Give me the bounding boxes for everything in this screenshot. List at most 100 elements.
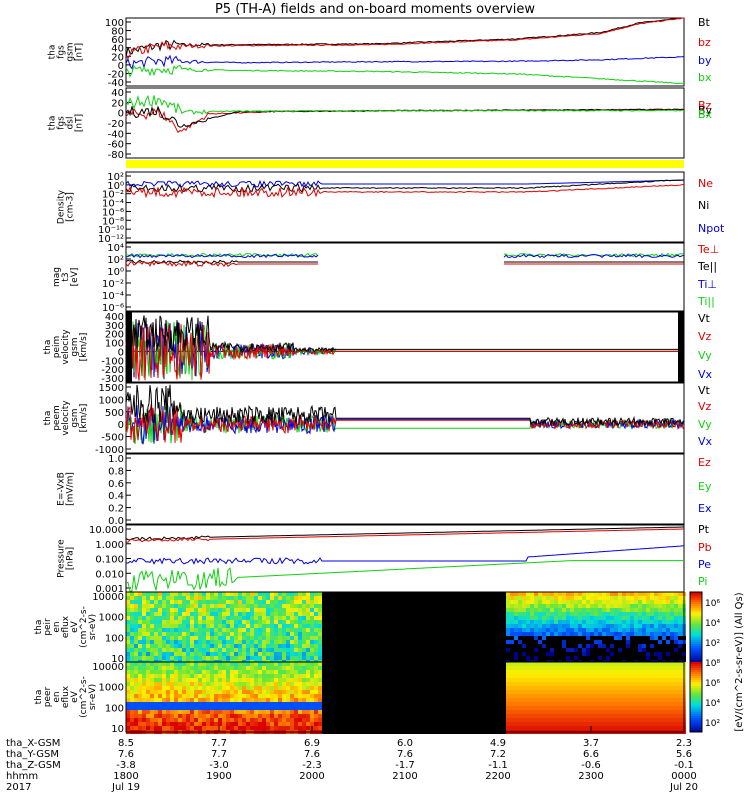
series-peem_velocity-Vz — [125, 404, 685, 443]
legend-fgs_dsl-Bz: Bz — [698, 99, 712, 112]
y-tick-density: 10⁻² — [102, 190, 124, 201]
y-tick-density: 10⁰ — [107, 181, 124, 192]
y-label-peer: (cm^2-s- — [79, 676, 89, 718]
y-tick-peem_velocity: -1000 — [95, 445, 124, 456]
y-tick-efield: 0.8 — [108, 466, 124, 477]
y-tick-peem_velocity: -500 — [101, 433, 124, 444]
heatmap-peir — [126, 592, 686, 664]
y-label-peer: eflux — [61, 685, 71, 708]
y-tick-temperature: 10⁻⁴ — [102, 291, 124, 302]
y-tick-density: 10⁻⁴ — [102, 199, 124, 210]
series-fgs_gsm-bz — [125, 17, 684, 60]
y-label-peim_velocity: gsm — [70, 337, 80, 356]
legend-fgs_dsl-Bx: Bx — [698, 108, 713, 121]
xaxis-value: 2000 — [299, 771, 324, 782]
y-label-density: Density — [57, 189, 67, 224]
xaxis-value: 1800 — [113, 771, 138, 782]
series-pressure-Pb — [125, 528, 684, 543]
legend-pressure-Pt: Pt — [698, 523, 710, 536]
xaxis-value: -0.1 — [674, 760, 694, 771]
colorbar-frame — [689, 591, 703, 733]
xaxis-value: 2100 — [392, 771, 417, 782]
y-tick-density: 10² — [107, 172, 124, 183]
y-label-peem_velocity: [km/s] — [79, 404, 89, 433]
series-pressure-Pe — [125, 545, 685, 565]
y-label-temperature: t3 — [61, 272, 71, 281]
xaxis-value: 2200 — [485, 771, 510, 782]
legend-fgs_dsl-By: By — [698, 104, 713, 117]
y-tick-fgs_gsm: 100 — [105, 18, 124, 29]
y-label-peer: sr-eV) — [88, 684, 98, 710]
y-label-temperature: [eV] — [70, 268, 80, 287]
y-tick-fgs_dsl: -20 — [108, 119, 124, 130]
y-label-peim_velocity: peim — [52, 336, 62, 359]
y-tick-pressure: 10.000 — [89, 525, 124, 536]
legend-temperature-Ti||: Ti|| — [697, 295, 715, 308]
y-tick-fgs_gsm: -20 — [108, 69, 124, 80]
plot-title: P5 (TH-A) fields and on-board moments ov… — [214, 2, 536, 17]
data-gap-edge — [126, 312, 132, 382]
y-tick-peim_velocity: 400 — [105, 312, 124, 323]
xaxis-value: -3.0 — [209, 760, 229, 771]
xaxis-value: -1.7 — [395, 760, 415, 771]
y-tick-peim_velocity: 100 — [105, 339, 124, 350]
y-tick-peim_velocity: -100 — [101, 356, 124, 367]
legend-peem_velocity-Vt: Vt — [698, 384, 711, 397]
y-label-fgs_gsm: gsm — [66, 42, 76, 61]
series-fgs_dsl-Bx — [125, 94, 685, 115]
y-tick-efield: 1.0 — [108, 454, 124, 465]
y-tick-pressure: 0.001 — [95, 584, 124, 595]
y-tick-fgs_gsm: 40 — [111, 44, 124, 55]
legend-density-Npot: Npot — [698, 222, 725, 235]
y-label-peir: sr-eV) — [88, 614, 98, 640]
series-fgs_gsm-bx — [125, 64, 684, 85]
legend-fgs_gsm-by: by — [698, 54, 712, 67]
legend-efield-Ez: Ez — [698, 456, 711, 469]
series-pressure-Pi — [125, 560, 684, 593]
xaxis-value: 7.6 — [397, 749, 413, 760]
xaxis-row-label: hhmm — [6, 771, 38, 782]
legend-pressure-Pb: Pb — [698, 541, 712, 554]
heatmap-peer — [126, 662, 686, 734]
colorbar-tick: 10⁸ — [705, 659, 720, 669]
legend-peem_velocity-Vx: Vx — [698, 435, 713, 448]
xaxis-row-label: tha_Z-GSM — [6, 760, 61, 771]
y-tick-fgs_gsm: 0 — [118, 61, 124, 72]
y-tick-pressure: 0.100 — [95, 555, 124, 566]
colorbar-tick: 10⁶ — [705, 599, 720, 609]
y-tick-peir: 10000 — [92, 592, 124, 603]
y-tick-density: 10⁻¹² — [98, 234, 124, 245]
y-label-peem_velocity: velocity — [61, 400, 71, 436]
xaxis-value: 2300 — [578, 771, 603, 782]
colorbar-tick: 10⁴ — [705, 619, 720, 629]
colorbar-tick: 10⁴ — [705, 699, 720, 709]
xaxis-value: 2.3 — [676, 738, 692, 749]
y-tick-peim_velocity: -200 — [101, 365, 124, 376]
y-label-peer: tha — [34, 690, 44, 705]
panel-frame-density — [125, 171, 685, 243]
y-tick-efield: 0.2 — [108, 504, 124, 515]
y-tick-efield: 0.4 — [108, 491, 124, 502]
xaxis-value: -3.8 — [116, 760, 136, 771]
y-label-fgs_dsl: dsl — [66, 117, 76, 130]
xaxis-value: 7.2 — [490, 749, 506, 760]
colorbar-tick: 10⁶ — [705, 679, 720, 689]
y-tick-fgs_dsl: -60 — [108, 140, 124, 151]
y-tick-pressure: 0.010 — [95, 569, 124, 580]
series-temperature-Ti⊥ — [125, 253, 685, 259]
xaxis-row-label: 2017 — [6, 782, 31, 793]
xaxis-value: -2.3 — [302, 760, 322, 771]
legend-peim_velocity-Vz: Vz — [698, 330, 712, 343]
series-peim_velocity-Vt — [125, 315, 684, 354]
legend-efield-Ex: Ex — [698, 502, 712, 515]
series-pressure-Pt — [125, 526, 684, 542]
data-gap-edge — [678, 312, 684, 382]
y-label-peir: eflux — [61, 615, 71, 638]
xaxis-value: 6.0 — [397, 738, 413, 749]
xaxis-value: 7.6 — [304, 749, 320, 760]
y-tick-peir: 1000 — [99, 613, 124, 624]
series-peem_velocity-Vt — [125, 384, 685, 427]
y-label-peem_velocity: peem — [52, 405, 62, 431]
y-label-peir: eV — [70, 620, 80, 633]
